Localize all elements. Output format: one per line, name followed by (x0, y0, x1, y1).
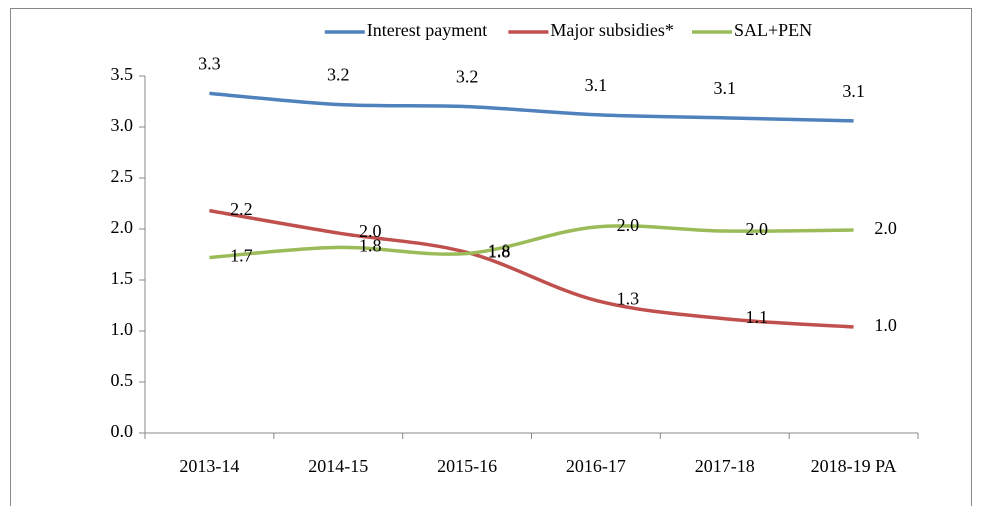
x-tick-label: 2013-14 (179, 456, 239, 476)
x-tick-label: 2017-18 (695, 456, 755, 476)
line-series (209, 224, 854, 260)
data-label: 1.3 (617, 289, 640, 309)
legend-label: SAL+PEN (734, 20, 812, 40)
y-tick-label: 2.0 (111, 217, 134, 237)
x-tick-label: 2018-19 PA (811, 456, 897, 476)
data-label: 1.7 (230, 246, 253, 266)
data-label: 1.8 (488, 242, 511, 262)
data-label: 2.0 (617, 215, 640, 235)
y-tick-label: 1.5 (111, 268, 134, 288)
y-tick-label: 0.5 (111, 370, 134, 390)
line-series (209, 91, 854, 123)
data-label: 2.0 (746, 219, 769, 239)
y-tick-label: 2.5 (111, 166, 134, 186)
data-label: 1.0 (874, 315, 897, 335)
data-label: 3.1 (585, 75, 608, 95)
legend-label: Interest payment (367, 20, 487, 40)
data-label: 1.8 (359, 235, 382, 255)
x-tick-label: 2014-15 (308, 456, 368, 476)
data-label: 3.2 (456, 67, 479, 87)
y-tick-label: 0.0 (111, 421, 134, 441)
data-label: 2.0 (874, 218, 897, 238)
data-label: 2.0 (359, 221, 382, 241)
data-label: 3.2 (327, 65, 350, 85)
data-label: 1.1 (746, 307, 769, 327)
y-tick-label: 3.0 (111, 115, 134, 135)
line-series (209, 208, 854, 329)
y-tick-label: 1.0 (111, 319, 134, 339)
data-label: 3.3 (198, 53, 221, 73)
y-tick-label: 3.5 (111, 64, 134, 84)
chart-border (10, 8, 972, 506)
data-label: 2.2 (230, 199, 253, 219)
legend-label: Major subsidies* (550, 20, 674, 40)
x-tick-label: 2016-17 (566, 456, 626, 476)
data-label: 3.1 (714, 78, 737, 98)
x-tick-label: 2015-16 (437, 456, 497, 476)
data-label: 3.1 (842, 81, 865, 101)
